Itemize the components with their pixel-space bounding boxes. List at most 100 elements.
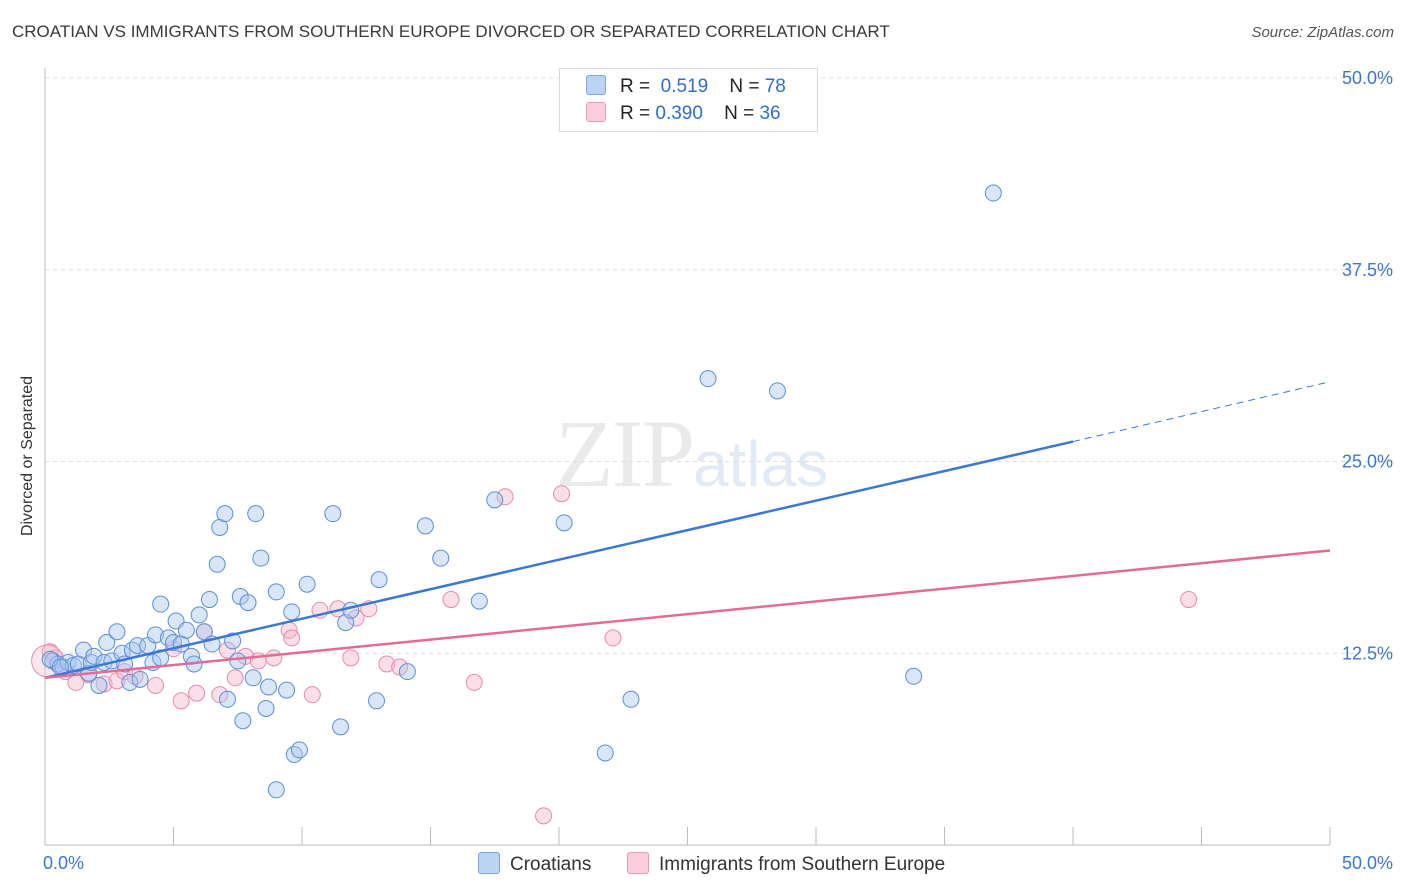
croatian-point-50: [260, 678, 278, 696]
croatian-point-25: [152, 595, 170, 613]
legend-label: Immigrants from Southern Europe: [659, 854, 946, 875]
tick-labels: 12.5% 25.0% 37.5% 50.0% 0.0% 50.0%: [43, 68, 1393, 873]
immigrant-point-9: [147, 676, 165, 694]
croatian-point-73: [768, 382, 786, 400]
immigrant-point-28: [378, 655, 396, 673]
immigrant-point-22: [303, 686, 321, 704]
source-label: Source: ZipAtlas.com: [1251, 24, 1394, 41]
y-tick-label-3: 50.0%: [1342, 68, 1393, 88]
croatian-point-9: [85, 647, 103, 665]
n-label: N =: [729, 76, 760, 97]
croatian-point-66: [432, 549, 450, 567]
croatian-point-35: [200, 591, 218, 609]
gridlines: [45, 77, 1395, 654]
chart-title: CROATIAN VS IMMIGRANTS FROM SOUTHERN EUR…: [12, 22, 890, 41]
blue-swatch: [478, 852, 500, 874]
r-label: R =: [620, 103, 651, 124]
croatian-point-48: [252, 549, 270, 567]
immigrant-point-32: [496, 488, 514, 506]
immigrant-point-25: [342, 649, 360, 667]
legend-item-immigrants[interactable]: Immigrants from Southern Europe: [627, 852, 945, 876]
croatian-point-12: [98, 634, 116, 652]
r-value: 0.390: [655, 103, 703, 124]
croatian-point-23: [147, 626, 165, 644]
croatian-point-71: [622, 690, 640, 708]
croatian-point-63: [370, 571, 388, 589]
x-tick-label-0: 0.0%: [43, 853, 84, 873]
croatian-trend-extension: [1072, 381, 1331, 443]
croatian-point-20: [131, 670, 149, 688]
croatian-point-10: [90, 676, 108, 694]
r-label: R =: [620, 76, 651, 97]
croatian-point-51: [267, 583, 285, 601]
croatian-point-44: [234, 712, 252, 730]
immigrant-point-34: [553, 485, 571, 503]
croatian-point-72: [699, 370, 717, 388]
croatian-point-59: [332, 718, 350, 736]
immigrant-point-31: [465, 673, 483, 691]
croatian-point-62: [368, 692, 386, 710]
trend-lines: [44, 381, 1331, 680]
n-label: N =: [724, 103, 755, 124]
y-tick-label-0: 12.5%: [1342, 643, 1393, 663]
croatian-point-56: [267, 781, 285, 799]
immigrant-point-15: [218, 641, 236, 659]
croatian-point-69: [555, 514, 573, 532]
croatian-point-64: [398, 663, 416, 681]
immigrant-point-16: [226, 669, 244, 687]
croatian-point-68: [486, 491, 504, 509]
watermark-atlas: atlas: [693, 428, 829, 500]
immigrant-point-36: [1180, 591, 1198, 609]
pink-series-points: [31, 485, 1198, 825]
croatian-point-34: [195, 623, 213, 641]
immigrant-point-30: [442, 591, 460, 609]
croatian-point-74: [905, 667, 923, 685]
croatian-point-47: [247, 505, 265, 523]
croatian-point-42: [229, 652, 247, 670]
y-tick-label-1: 25.0%: [1342, 452, 1393, 472]
watermark-zip: ZIP: [555, 400, 695, 507]
croatian-point-33: [190, 606, 208, 624]
croatian-point-30: [177, 621, 195, 639]
immigrant-trend-line: [44, 549, 1331, 680]
croatian-point-54: [285, 745, 303, 763]
croatian-point-55: [290, 741, 308, 759]
pink-swatch: [586, 102, 606, 122]
immigrant-point-11: [172, 692, 190, 710]
watermark: ZIPatlas: [555, 398, 828, 509]
croatian-point-75: [984, 184, 1002, 202]
croatian-point-14: [108, 623, 126, 641]
series-legend: Croatians Immigrants from Southern Europ…: [0, 852, 1406, 878]
x-tick-label-1: 50.0%: [1342, 853, 1393, 873]
immigrant-point-33: [535, 807, 553, 825]
r-value: 0.519: [660, 76, 709, 97]
n-value: 78: [764, 76, 786, 97]
legend-item-croatians[interactable]: Croatians: [478, 852, 591, 876]
croatian-trend-line: [44, 440, 1074, 680]
legend-label: Croatians: [510, 854, 592, 875]
croatian-point-52: [278, 681, 296, 699]
croatian-point-49: [257, 699, 275, 717]
croatian-point-70: [596, 744, 614, 762]
croatian-point-45: [239, 594, 257, 612]
croatian-point-6: [75, 641, 93, 659]
croatian-point-17: [121, 673, 139, 691]
pink-swatch: [627, 852, 649, 874]
croatian-point-46: [244, 669, 262, 687]
immigrant-point-12: [188, 684, 206, 702]
croatian-point-65: [416, 517, 434, 535]
blue-swatch: [586, 75, 606, 95]
croatian-point-61: [342, 601, 360, 619]
y-tick-label-2: 37.5%: [1342, 260, 1393, 280]
croatian-point-40: [218, 690, 236, 708]
croatian-point-53: [283, 603, 301, 621]
croatian-point-58: [324, 505, 342, 523]
croatian-point-57: [298, 575, 316, 593]
legend-row-croatians: R = 0.519 N = 78: [586, 75, 786, 101]
correlation-legend: R = 0.519 N = 78 R = 0.390 N = 36: [559, 68, 818, 132]
axes: [44, 68, 1331, 846]
blue-series-points: [41, 184, 1002, 799]
immigrant-point-21: [283, 629, 301, 647]
croatian-point-19: [129, 637, 147, 655]
